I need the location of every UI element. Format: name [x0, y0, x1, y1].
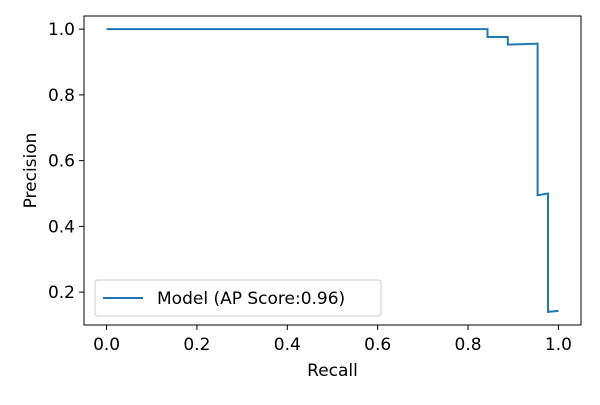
legend: Model (AP Score:0.96)	[94, 279, 382, 317]
y-tick-label: 0.8	[48, 86, 75, 106]
legend-box	[94, 279, 382, 317]
x-tick-label: 0.8	[455, 335, 482, 355]
x-tick-label: 0.0	[93, 335, 120, 355]
y-tick-label: 0.6	[48, 152, 75, 172]
y-axis-title: Precision	[21, 133, 41, 209]
x-tick-label: 0.4	[274, 335, 301, 355]
y-tick-label: 1.0	[48, 20, 75, 40]
legend-label: Model (AP Score:0.96)	[157, 289, 345, 309]
x-tick-label: 1.0	[545, 335, 572, 355]
y-tick-label: 0.2	[48, 283, 75, 303]
y-axis-ticks: 0.2 0.4 0.6 0.8 1.0	[48, 20, 84, 303]
x-tick-label: 0.6	[364, 335, 391, 355]
plot-area-frame	[83, 15, 582, 326]
x-tick-label: 0.2	[183, 335, 210, 355]
series-line	[106, 28, 559, 314]
y-tick-label: 0.4	[48, 217, 75, 237]
x-axis-title: Recall	[307, 361, 358, 381]
x-axis-ticks: 0.0 0.2 0.4 0.6 0.8 1.0	[93, 325, 572, 355]
